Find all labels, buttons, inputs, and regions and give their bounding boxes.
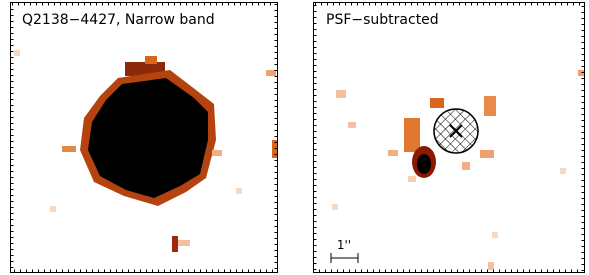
scale-bar: 1''	[331, 238, 358, 263]
scale-bar-label: 1''	[337, 238, 351, 252]
pixel	[50, 206, 56, 212]
residual-core	[417, 154, 431, 174]
pixel	[332, 204, 338, 210]
pixel	[430, 98, 444, 108]
pixel	[560, 168, 566, 174]
panel-narrow-band: Q2138−4427, Narrow band	[11, 3, 279, 273]
pixel	[212, 150, 222, 156]
pixel	[172, 236, 178, 252]
pixel	[388, 150, 398, 156]
pixel	[348, 122, 356, 128]
pixel	[62, 146, 76, 152]
panel-psf-subtracted: PSF−subtracted 1''	[314, 3, 585, 273]
pixel	[408, 176, 416, 182]
pixel	[484, 96, 496, 116]
pixel	[236, 188, 242, 194]
pixel	[336, 90, 346, 98]
pixel	[404, 118, 420, 152]
pixel	[492, 232, 498, 238]
pixel	[14, 50, 20, 56]
pixel	[480, 150, 494, 158]
pixel	[145, 56, 157, 64]
panel-label: PSF−subtracted	[326, 12, 439, 28]
figure: Q2138−4427, Narrow band PSF−subtra	[0, 0, 589, 275]
page: Q2138−4427, Narrow band PSF−subtra	[0, 0, 589, 275]
pixel	[178, 240, 190, 246]
image-pixels	[14, 50, 278, 252]
pixel	[488, 262, 494, 270]
image-pixels	[332, 70, 584, 270]
panel-label: Q2138−4427, Narrow band	[22, 12, 215, 28]
pixel	[462, 162, 470, 170]
